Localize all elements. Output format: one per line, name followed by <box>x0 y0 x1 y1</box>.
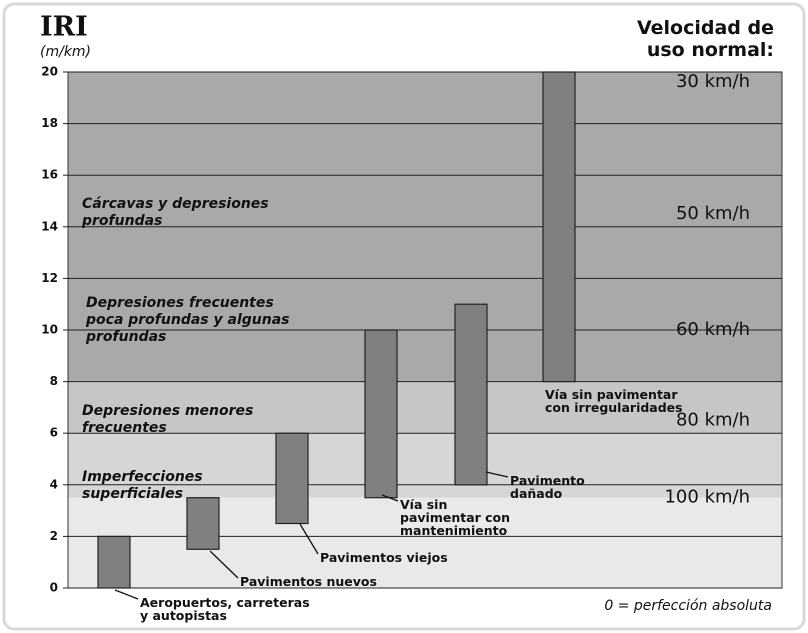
chart-title: IRI <box>40 12 88 43</box>
bar <box>97 535 131 589</box>
category-label: Vía sin pavimentar con irregularidades <box>545 387 683 415</box>
category-label: Pavimentos nuevos <box>240 574 377 589</box>
y-tick-label: 16 <box>41 168 58 182</box>
leader-line <box>209 550 239 579</box>
zone-label: Cárcavas y depresiones profundas <box>81 196 269 229</box>
footnote: 0 = perfección absoluta <box>604 598 772 614</box>
y-tick-label: 8 <box>50 374 58 388</box>
y-tick-label: 4 <box>50 477 58 491</box>
y-tick-label: 12 <box>41 271 58 285</box>
y-tick-label: 18 <box>41 116 58 130</box>
bar <box>454 303 488 486</box>
y-tick-label: 20 <box>41 65 58 79</box>
category-label: Pavimento dañado <box>510 473 585 501</box>
y-tick-label: 6 <box>50 426 58 440</box>
leader-line <box>485 471 509 478</box>
y-tick-label: 0 <box>50 581 58 595</box>
speed-label: 30 km/h <box>676 71 750 92</box>
leader-line <box>114 589 139 600</box>
speed-label: 50 km/h <box>676 203 750 224</box>
zone-band <box>68 433 782 498</box>
bar <box>275 432 309 525</box>
zone-band <box>68 381 782 434</box>
speed-label: 80 km/h <box>676 409 750 430</box>
speed-title: Velocidad de uso normal: <box>637 17 774 61</box>
y-tick-label: 14 <box>41 219 58 233</box>
zone-label: Imperfecciones superficiales <box>82 469 203 502</box>
bar <box>364 329 398 499</box>
leader-line <box>299 523 319 555</box>
leader-line <box>381 494 399 502</box>
bar <box>542 71 576 383</box>
y-tick-label: 10 <box>41 323 58 337</box>
zone-label: Depresiones menores frecuentes <box>82 403 253 436</box>
bar <box>186 497 220 550</box>
zone-label: Depresiones frecuentes poca profundas y a… <box>85 295 290 345</box>
category-label: Aeropuertos, carreteras y autopistas <box>140 595 310 623</box>
category-label: Pavimentos viejos <box>320 550 448 565</box>
category-label: Vía sin pavimentar con mantenimiento <box>400 497 510 538</box>
y-tick-label: 2 <box>50 529 58 543</box>
speed-label: 100 km/h <box>664 487 750 508</box>
subtitle: (m/km) <box>40 44 91 60</box>
speed-label: 60 km/h <box>676 319 750 340</box>
